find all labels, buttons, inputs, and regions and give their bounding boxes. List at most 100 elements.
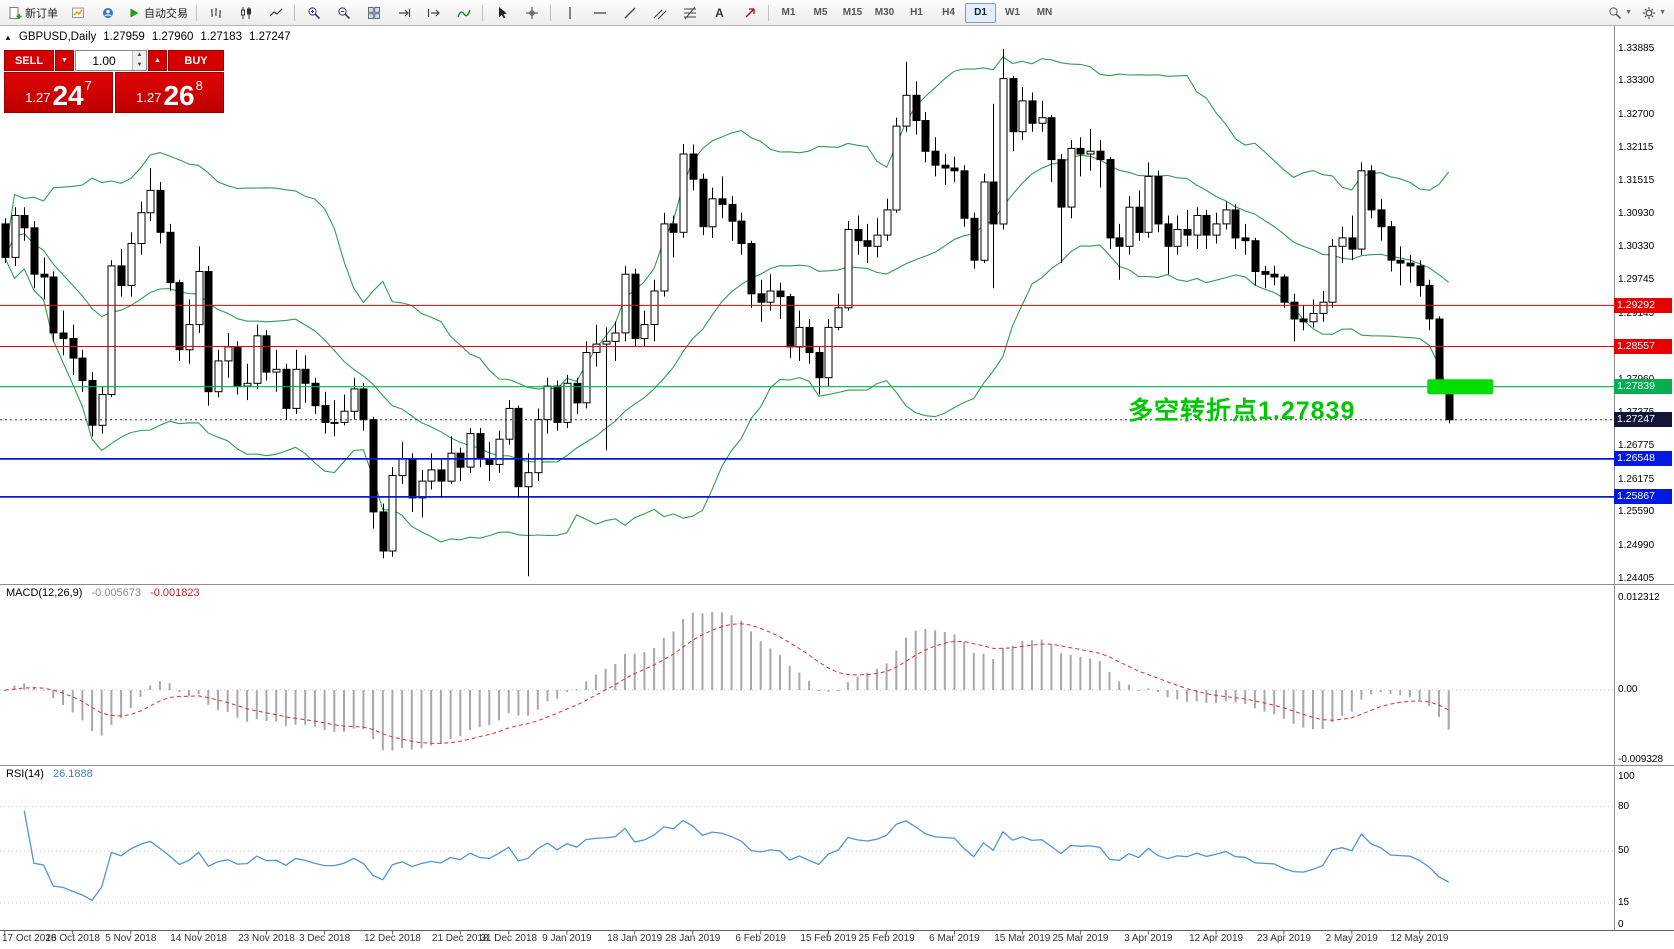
text-tool-button[interactable]: A [705, 1, 734, 24]
chart-shift-icon [427, 8, 440, 17]
crosshair-icon [525, 6, 538, 19]
price-axis-tick: 1.32115 [1618, 141, 1654, 153]
price-axis[interactable]: 1.33885 1.33300 1.32700 1.32115 1.31515 1.309… [1614, 26, 1674, 949]
sell-price-button[interactable]: 1.27 24 7 [4, 72, 113, 113]
buy-price-button[interactable]: 1.27 26 8 [115, 72, 224, 113]
time-axis-label: 12 Apr 2019 [1189, 933, 1244, 944]
lot-increment-button[interactable]: ▲ [133, 51, 146, 61]
zoom-out-button[interactable] [329, 1, 358, 24]
rsi-caption: RSI(14) 26.1888 [6, 768, 93, 780]
timeframe-m1[interactable]: M1 [781, 7, 796, 18]
rsi-axis-tick: 100 [1618, 771, 1635, 782]
indicators-icon [456, 9, 471, 17]
collapse-panel-icon[interactable]: ▲ [4, 32, 12, 42]
highlight-marker[interactable] [1427, 379, 1494, 395]
time-axis-label: 26 Oct 2018 [45, 933, 100, 944]
price-axis-tick: 1.24405 [1618, 572, 1655, 584]
timeframe-m30[interactable]: M30 [874, 7, 895, 18]
bollinger-upper-band [4, 56, 1450, 390]
time-axis-label: 15 Feb 2019 [800, 933, 857, 944]
arrow-tool-icon [745, 7, 755, 17]
time-axis-label: 3 Apr 2019 [1124, 933, 1173, 944]
turning-point-annotation[interactable]: 多空转折点1.27839 [1128, 397, 1356, 425]
timeframe-h1[interactable]: H1 [910, 7, 923, 18]
indicators-button[interactable] [449, 1, 478, 24]
zoom-in-button[interactable] [299, 1, 328, 24]
price-axis-tick: 1.30330 [1618, 241, 1655, 253]
lot-size-box: ▲ ▼ [75, 50, 147, 71]
price-tag-level: 1.25867 [1614, 489, 1672, 505]
search-button[interactable]: ▼ [1604, 1, 1636, 24]
settings-button[interactable]: ▼ [1638, 1, 1670, 24]
time-axis-label: 5 Nov 2018 [105, 933, 157, 944]
tile-windows-button[interactable] [359, 1, 388, 24]
time-axis[interactable]: 17 Oct 2018 26 Oct 2018 5 Nov 2018 14 Nov 2… [0, 933, 1614, 949]
price-axis-tick: 1.32700 [1618, 108, 1655, 120]
timeframe-w1[interactable]: W1 [1005, 7, 1020, 18]
price-tag-bid: 1.27247 [1614, 412, 1672, 428]
price-tag-level: 1.28557 [1614, 339, 1672, 355]
timeframe-d1[interactable]: D1 [965, 2, 996, 23]
auto-scroll-button[interactable] [389, 1, 418, 24]
lot-size-input[interactable] [76, 51, 132, 70]
sell-dropdown-button[interactable]: ▼ [55, 50, 74, 71]
sell-button[interactable]: SELL [4, 50, 54, 71]
price-axis-tick: 1.30930 [1618, 207, 1655, 219]
time-axis-label: 28 Jan 2019 [665, 933, 721, 944]
rsi-axis-tick: 15 [1618, 896, 1630, 908]
toolbar-separator [550, 4, 551, 21]
trendline-tool-button[interactable] [615, 1, 644, 24]
line-chart-button[interactable] [261, 1, 290, 24]
one-click-trading-panel: SELL ▼ ▲ ▼ ▲ BUY 1.27 24 7 1.27 26 8 [4, 50, 224, 113]
chart-shift-button[interactable] [419, 1, 448, 24]
timeframe-m5[interactable]: M5 [813, 7, 828, 18]
zoom-out-icon [337, 6, 350, 19]
time-axis-label: 12 Dec 2018 [364, 933, 421, 944]
profiles-button[interactable] [93, 1, 122, 24]
candlestick-chart-button[interactable] [231, 1, 260, 24]
vertical-line-icon [568, 6, 571, 19]
sell-price-pip: 7 [84, 78, 92, 93]
bar-chart-icon [210, 7, 221, 18]
caret-down-icon: ▼ [1659, 9, 1666, 16]
rsi-panel [0, 806, 1614, 904]
arrows-tool-button[interactable] [735, 1, 764, 24]
time-axis-label: 6 Feb 2019 [735, 933, 786, 944]
new-order-button[interactable]: 新订单 [4, 1, 62, 24]
rsi-line [23, 810, 1449, 902]
time-axis-label: 23 Apr 2019 [1256, 933, 1311, 944]
macd-name: MACD(12,26,9) [6, 587, 83, 599]
macd-axis-tick: -0.009328 [1618, 753, 1664, 765]
timeframe-mn[interactable]: MN [1036, 7, 1053, 18]
price-axis-tick: 1.29745 [1618, 274, 1655, 286]
time-axis-label: 15 Mar 2019 [994, 933, 1051, 944]
price-axis-tick: 1.33885 [1618, 42, 1655, 54]
channel-icon [653, 9, 666, 19]
chart-canvas[interactable] [0, 26, 1674, 949]
vertical-line-tool-button[interactable] [555, 1, 584, 24]
toolbar-separator [482, 4, 483, 21]
line-chart-icon [269, 8, 282, 16]
price-axis-tick: 1.26775 [1618, 440, 1655, 452]
timeframe-h4[interactable]: H4 [942, 7, 955, 18]
channel-tool-button[interactable] [645, 1, 674, 24]
horizontal-line-tool-button[interactable] [585, 1, 614, 24]
fibonacci-tool-button[interactable] [675, 1, 704, 24]
cursor-tool-button[interactable] [487, 1, 516, 24]
time-axis-label: 31 Dec 2018 [480, 933, 538, 944]
bar-chart-button[interactable] [201, 1, 230, 24]
auto-trading-button[interactable]: 自动交易 [123, 1, 192, 24]
toolbar-separator [768, 4, 769, 21]
new-order-icon [9, 6, 22, 19]
buy-button[interactable]: BUY [168, 50, 224, 71]
buy-dropdown-button[interactable]: ▲ [148, 50, 167, 71]
lot-decrement-button[interactable]: ▼ [133, 60, 146, 70]
crosshair-tool-button[interactable] [517, 1, 546, 24]
buy-price-big: 26 [163, 80, 195, 112]
price-axis-tick: 1.31515 [1618, 175, 1655, 187]
price-axis-tick: 1.29145 [1618, 307, 1655, 319]
timeframe-m15[interactable]: M15 [842, 7, 863, 18]
charts-button[interactable] [63, 1, 92, 24]
buy-price-prefix: 1.27 [136, 90, 162, 105]
